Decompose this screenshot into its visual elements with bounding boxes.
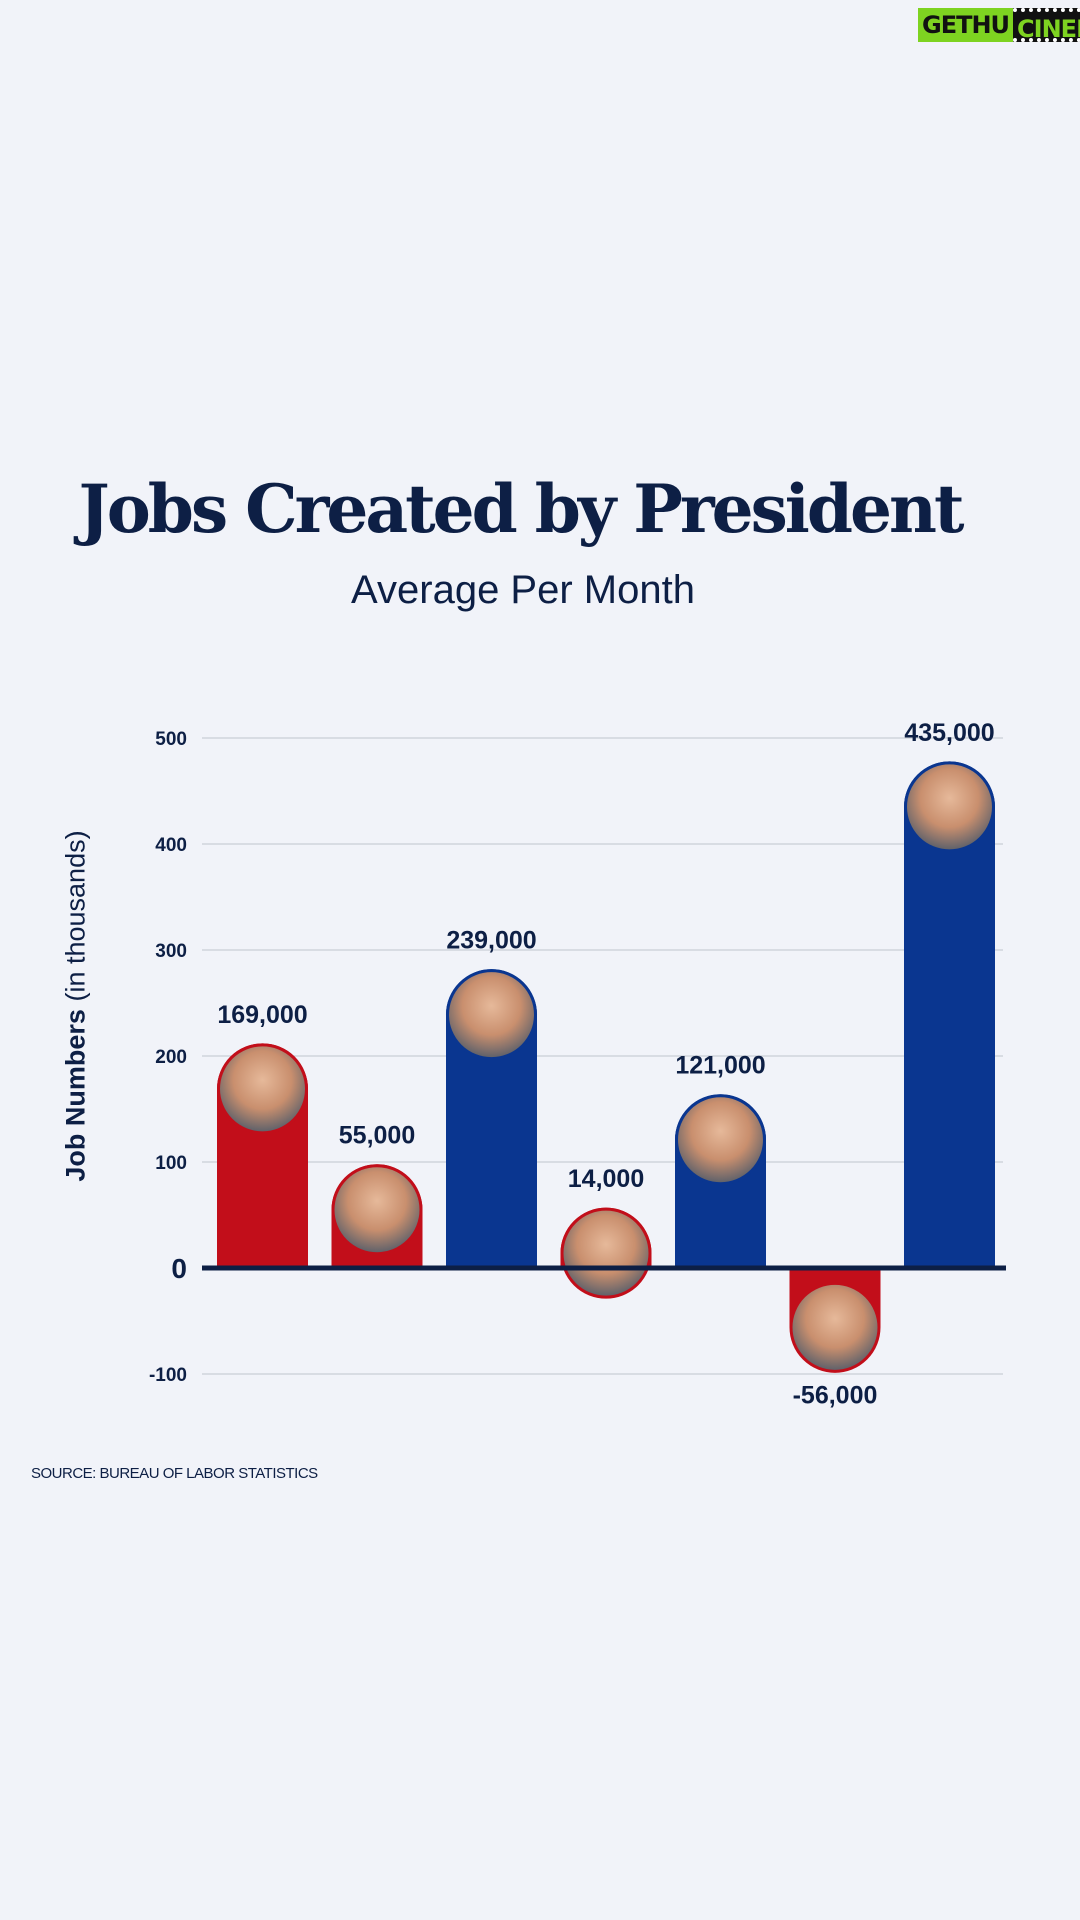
y-tick-label: 100 [155,1153,187,1174]
president-portrait [217,1043,308,1135]
y-tick-label: 0 [171,1253,187,1284]
chart-subtitle: Average Per Month [351,568,695,612]
president-portrait [789,1281,881,1373]
bar [904,761,995,1268]
president-portrait [675,1094,766,1186]
data-label: 121,000 [675,1052,765,1080]
president-portrait [331,1164,423,1256]
logo-text-1: GETHU [918,8,1014,42]
chart-title: Jobs Created by President [78,470,965,548]
logo-text-2: CINEMA [1013,8,1080,43]
president-portrait [560,1207,652,1299]
data-label: 435,000 [904,719,994,747]
data-label: 239,000 [446,927,536,955]
watermark-logo: GETHU CINEMA [918,8,1080,43]
y-tick-label: 300 [155,941,187,962]
data-label: 14,000 [568,1165,644,1193]
y-tick-label: 400 [155,835,187,856]
data-label: -56,000 [793,1381,878,1409]
y-tick-label: 200 [155,1047,187,1068]
president-portrait [446,969,537,1061]
data-label: 55,000 [339,1122,415,1150]
source-note: SOURCE: BUREAU OF LABOR STATISTICS [31,1465,318,1482]
president-portrait [904,761,995,853]
data-label: 169,000 [217,1001,307,1029]
y-tick-label: -100 [149,1365,187,1386]
y-tick-label: 500 [155,729,187,750]
